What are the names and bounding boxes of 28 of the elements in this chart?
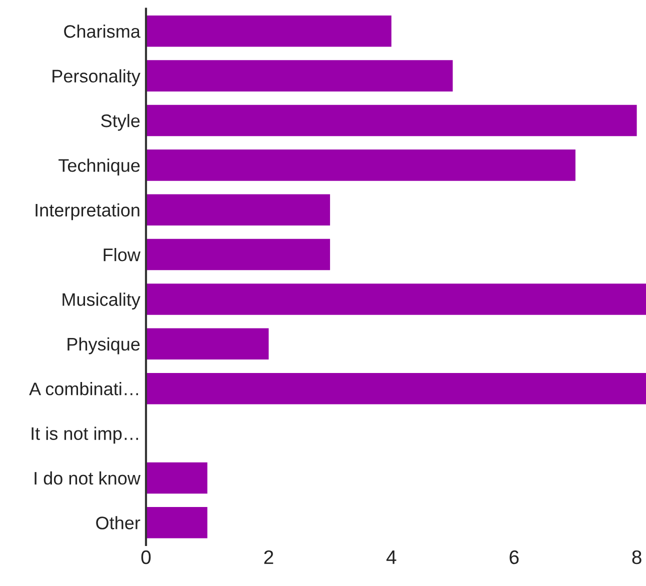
y-tick-label: Other [96,516,140,530]
bar [146,238,330,270]
y-tick-label: Physique [68,337,140,354]
bar [146,104,637,136]
y-tick-label: Technique [58,158,140,176]
y-tick-label: Personality [52,69,140,86]
y-tick-label: Musicality [62,292,140,310]
x-tick-label: 6 [510,550,519,564]
x-tick-label: 8 [632,550,642,564]
y-tick-label: Charisma [64,24,140,38]
y-tick-label: It is not imp… [32,426,138,444]
x-tick-label: 0 [141,550,151,564]
x-tick-label: 4 [386,550,396,564]
y-tick-label: Interpretation [36,203,140,220]
bar [146,507,208,538]
bar [146,462,208,494]
x-tick-label: 2 [264,550,274,564]
y-tick-label: A combinati… [29,382,138,396]
bar [146,284,646,315]
y-tick-label: Style [101,114,140,131]
bar [146,60,453,92]
bar [146,372,646,404]
bar [146,328,269,360]
bar [146,15,392,47]
bar [146,150,576,181]
bar [146,194,330,226]
y-tick-label: Flow [104,248,140,262]
y-tick-label: I do not know [34,471,140,485]
